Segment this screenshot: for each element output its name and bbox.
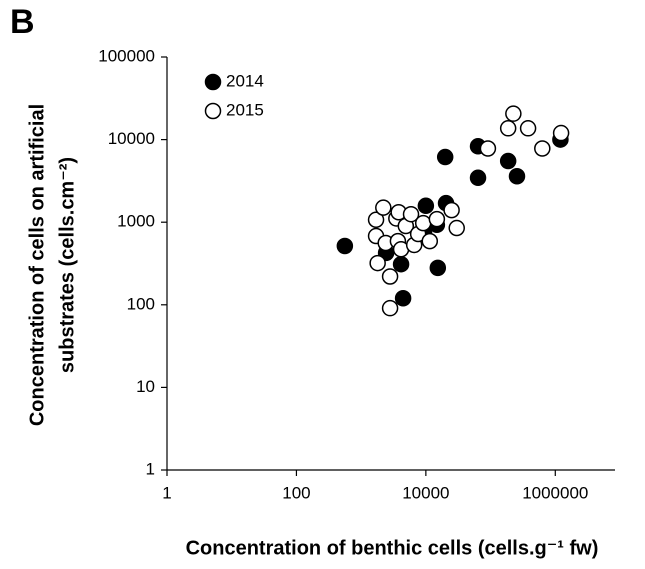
- y-tick-label: 1000: [117, 212, 155, 231]
- point: [367, 211, 385, 229]
- point: [552, 124, 570, 142]
- point: [508, 167, 526, 185]
- x-tick-label: 100: [282, 483, 310, 502]
- panel-label: B: [10, 3, 35, 41]
- point: [479, 140, 497, 157]
- x-axis-label: Concentration of benthic cells (cells.g⁻…: [186, 537, 599, 559]
- point: [519, 120, 537, 137]
- x-tick-label: 10000: [402, 483, 449, 502]
- point: [414, 214, 432, 232]
- y-tick-label: 100: [127, 294, 155, 313]
- point: [392, 255, 410, 273]
- point: [421, 232, 439, 250]
- y-tick-label: 10: [136, 377, 155, 396]
- point: [436, 148, 454, 166]
- point: [429, 259, 447, 277]
- point: [417, 197, 435, 215]
- point: [369, 254, 386, 272]
- point: [448, 219, 465, 237]
- x-tick-label: 1000000: [522, 483, 588, 502]
- legend-label: 2014: [226, 71, 264, 90]
- y-tick-label: 10000: [108, 129, 155, 148]
- y-tick-label: 100000: [98, 46, 155, 65]
- point: [428, 210, 446, 228]
- point: [381, 268, 399, 285]
- legend-marker: [204, 73, 222, 91]
- point: [499, 152, 517, 170]
- y-axis-label: substrates (cells.cm⁻²): [56, 157, 78, 373]
- point: [469, 169, 487, 187]
- point: [534, 140, 551, 157]
- point: [375, 199, 392, 216]
- legend-label: 2015: [226, 100, 264, 119]
- y-axis-label: Concentration of cells on artificial: [26, 104, 48, 426]
- point: [381, 299, 399, 317]
- point: [402, 205, 420, 223]
- legend-marker: [204, 102, 222, 120]
- y-tick-label: 1: [146, 459, 155, 478]
- point: [443, 201, 460, 219]
- point: [505, 105, 522, 122]
- point: [499, 120, 517, 137]
- point: [394, 290, 412, 307]
- x-tick-label: 1: [162, 483, 171, 502]
- point: [336, 237, 354, 255]
